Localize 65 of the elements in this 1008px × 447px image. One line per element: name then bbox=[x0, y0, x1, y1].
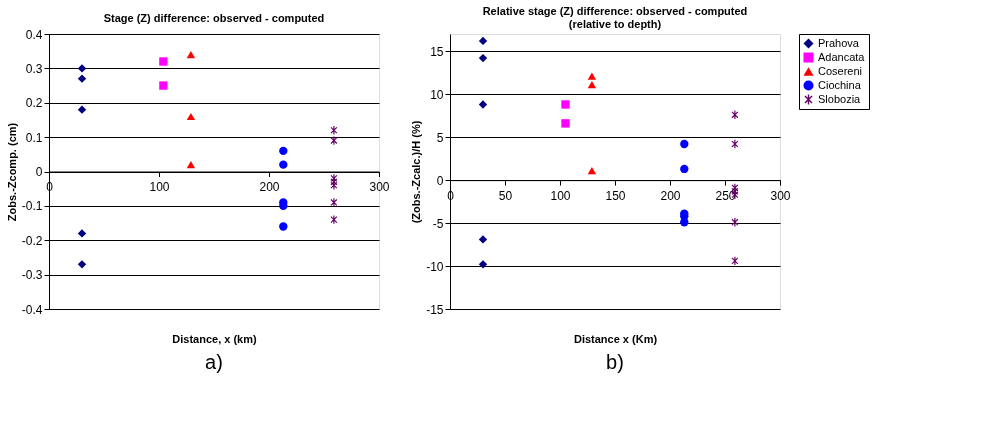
point bbox=[680, 139, 689, 149]
x-axis-title: Distance x (Km) bbox=[573, 332, 658, 345]
text: a) bbox=[205, 351, 223, 373]
point bbox=[587, 72, 597, 80]
y-tick-label: -10 bbox=[426, 259, 444, 274]
x-tick-label: 300 bbox=[770, 188, 791, 203]
y-tick-label: -5 bbox=[432, 216, 444, 231]
legend-label: Adancata bbox=[818, 50, 866, 63]
point bbox=[478, 100, 488, 109]
y-tick-label: 0.3 bbox=[25, 61, 43, 76]
point bbox=[478, 53, 488, 63]
point bbox=[561, 100, 570, 109]
point bbox=[587, 81, 597, 89]
point bbox=[279, 222, 288, 231]
x-tick-label: 200 bbox=[259, 180, 280, 194]
y-tick-label: -0.1 bbox=[21, 199, 43, 214]
point bbox=[330, 136, 338, 145]
y-axis-title: (Zobs.-Zcalc.)/H (%) bbox=[410, 120, 423, 224]
y-tick-label: -0.3 bbox=[21, 268, 43, 283]
legend-label: Prahova bbox=[818, 36, 860, 49]
point bbox=[159, 81, 168, 90]
point bbox=[77, 260, 87, 269]
x-tick-label: 200 bbox=[660, 188, 681, 203]
point bbox=[587, 167, 597, 175]
legend-label: Slobozia bbox=[818, 92, 862, 105]
point bbox=[680, 164, 689, 174]
point bbox=[186, 51, 196, 59]
x-tick-label: 50 bbox=[498, 188, 513, 203]
point bbox=[186, 112, 196, 121]
point bbox=[77, 229, 87, 238]
y-tick-label: 0.1 bbox=[25, 130, 43, 145]
point bbox=[478, 235, 488, 244]
point bbox=[186, 161, 196, 169]
point bbox=[330, 215, 338, 224]
x-tick-label: 150 bbox=[605, 188, 626, 203]
x-tick-label: 100 bbox=[550, 188, 571, 203]
point bbox=[279, 146, 288, 156]
point bbox=[279, 160, 288, 169]
legend-label: Ciochina bbox=[818, 78, 862, 91]
x-tick-label: 100 bbox=[149, 180, 170, 194]
point bbox=[159, 57, 168, 66]
x-axis-title: Distance, x (km) bbox=[172, 332, 258, 345]
y-tick-label: 0.4 bbox=[25, 27, 43, 42]
y-tick-label: 15 bbox=[430, 44, 444, 59]
text: b) bbox=[606, 351, 624, 373]
point bbox=[680, 218, 689, 227]
y-axis-title: Zobs.-Zcomp. (cm) bbox=[5, 122, 18, 222]
point bbox=[478, 260, 488, 269]
y-tick-label: 0.2 bbox=[25, 96, 43, 111]
y-tick-label: 0 bbox=[35, 165, 43, 179]
point bbox=[77, 74, 87, 83]
point bbox=[77, 105, 87, 114]
y-tick-label: -0.2 bbox=[21, 233, 43, 248]
point bbox=[478, 36, 488, 46]
y-tick-label: 5 bbox=[436, 130, 444, 145]
y-tick-label: -0.4 bbox=[21, 302, 43, 317]
point bbox=[330, 198, 338, 207]
x-tick-label: 300 bbox=[369, 180, 390, 194]
chart-title: Relative stage (Z) difference: observed - computed (relative to depth) bbox=[482, 5, 748, 30]
legend-label: Cosereni bbox=[818, 64, 863, 77]
y-tick-label: -15 bbox=[426, 302, 444, 317]
point bbox=[77, 64, 87, 73]
y-tick-label: 10 bbox=[430, 87, 444, 102]
chart-title: Stage (Z) difference: observed - computed bbox=[103, 12, 325, 24]
point bbox=[561, 119, 570, 128]
